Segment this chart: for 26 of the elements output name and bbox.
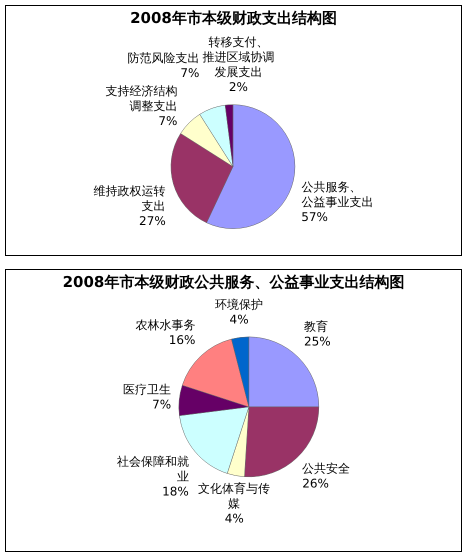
slice-label: 防范风险支出: [127, 50, 200, 65]
slice-label: 公共服务、公益事业支出: [301, 180, 374, 209]
data-label: 25%: [304, 334, 331, 349]
data-label: 16%: [168, 333, 196, 348]
slice-label: 公共安全: [302, 462, 350, 476]
slice-label: 医疗卫生: [123, 382, 172, 397]
slice-label: 社会保障和就业: [116, 454, 189, 484]
slice-label: 教育: [304, 320, 328, 334]
data-label: 26%: [302, 476, 329, 491]
data-label: 7%: [152, 398, 172, 412]
slice-label: 转移支付、推进区域协调发展支出: [202, 34, 274, 79]
slice-label: 维持政权运转支出: [94, 184, 166, 214]
data-label: 57%: [301, 210, 328, 224]
data-label: 4%: [230, 312, 249, 326]
data-label: 7%: [180, 66, 200, 80]
slice-label: 文化体育与传媒: [198, 482, 270, 510]
data-label: 4%: [224, 512, 244, 526]
slice-label: 支持经济结构调整支出: [105, 84, 178, 113]
data-label: 27%: [139, 214, 166, 228]
chart-title: 2008年市本级财政公共服务、公益事业支出结构图: [62, 273, 404, 291]
data-label: 2%: [228, 80, 248, 94]
chart-title: 2008年市本级财政支出结构图: [130, 9, 337, 27]
data-label: 18%: [162, 484, 189, 499]
slice-label: 农林水事务: [135, 318, 196, 332]
slice-label: 环境保护: [215, 298, 264, 312]
data-label: 7%: [158, 114, 178, 128]
